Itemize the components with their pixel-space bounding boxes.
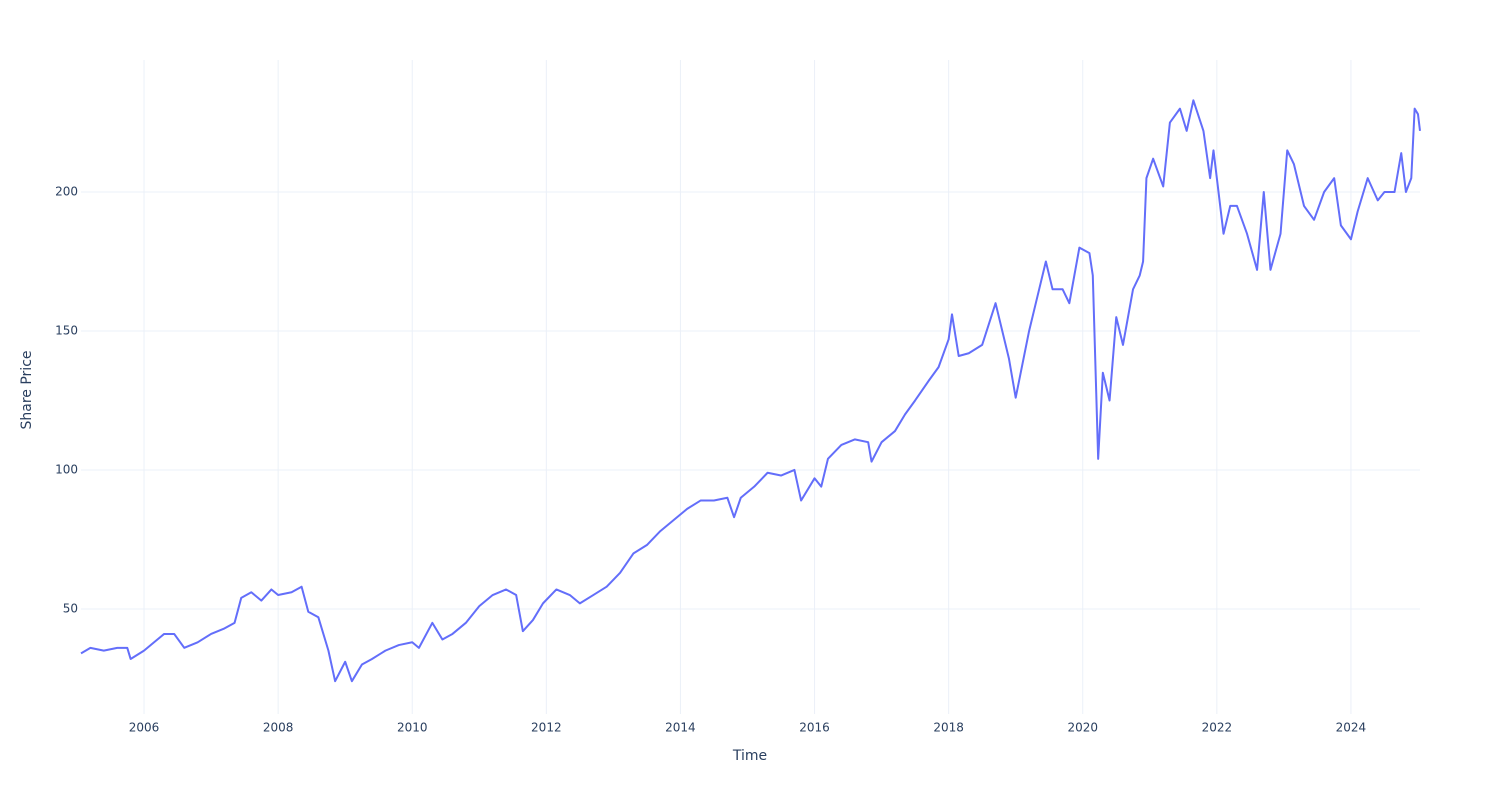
x-tick-label: 2008 — [263, 721, 294, 735]
y-tick-label: 100 — [55, 462, 78, 476]
x-tick-label: 2012 — [531, 721, 562, 735]
x-tick-label: 2006 — [129, 721, 160, 735]
x-tick-label: 2014 — [665, 721, 696, 735]
x-tick-label: 2024 — [1336, 721, 1367, 735]
x-axis-title: Time — [732, 748, 767, 764]
x-tick-label: 2016 — [799, 721, 830, 735]
y-tick-label: 200 — [55, 185, 78, 199]
x-tick-label: 2022 — [1202, 721, 1233, 735]
price-line — [80, 99, 1421, 683]
y-axis-title: Share Price — [19, 350, 35, 429]
y-tick-label: 50 — [63, 601, 78, 615]
x-tick-label: 2020 — [1067, 721, 1098, 735]
x-tick-label: 2010 — [397, 721, 428, 735]
x-tick-label: 2018 — [933, 721, 964, 735]
y-tick-label: 150 — [55, 323, 78, 337]
